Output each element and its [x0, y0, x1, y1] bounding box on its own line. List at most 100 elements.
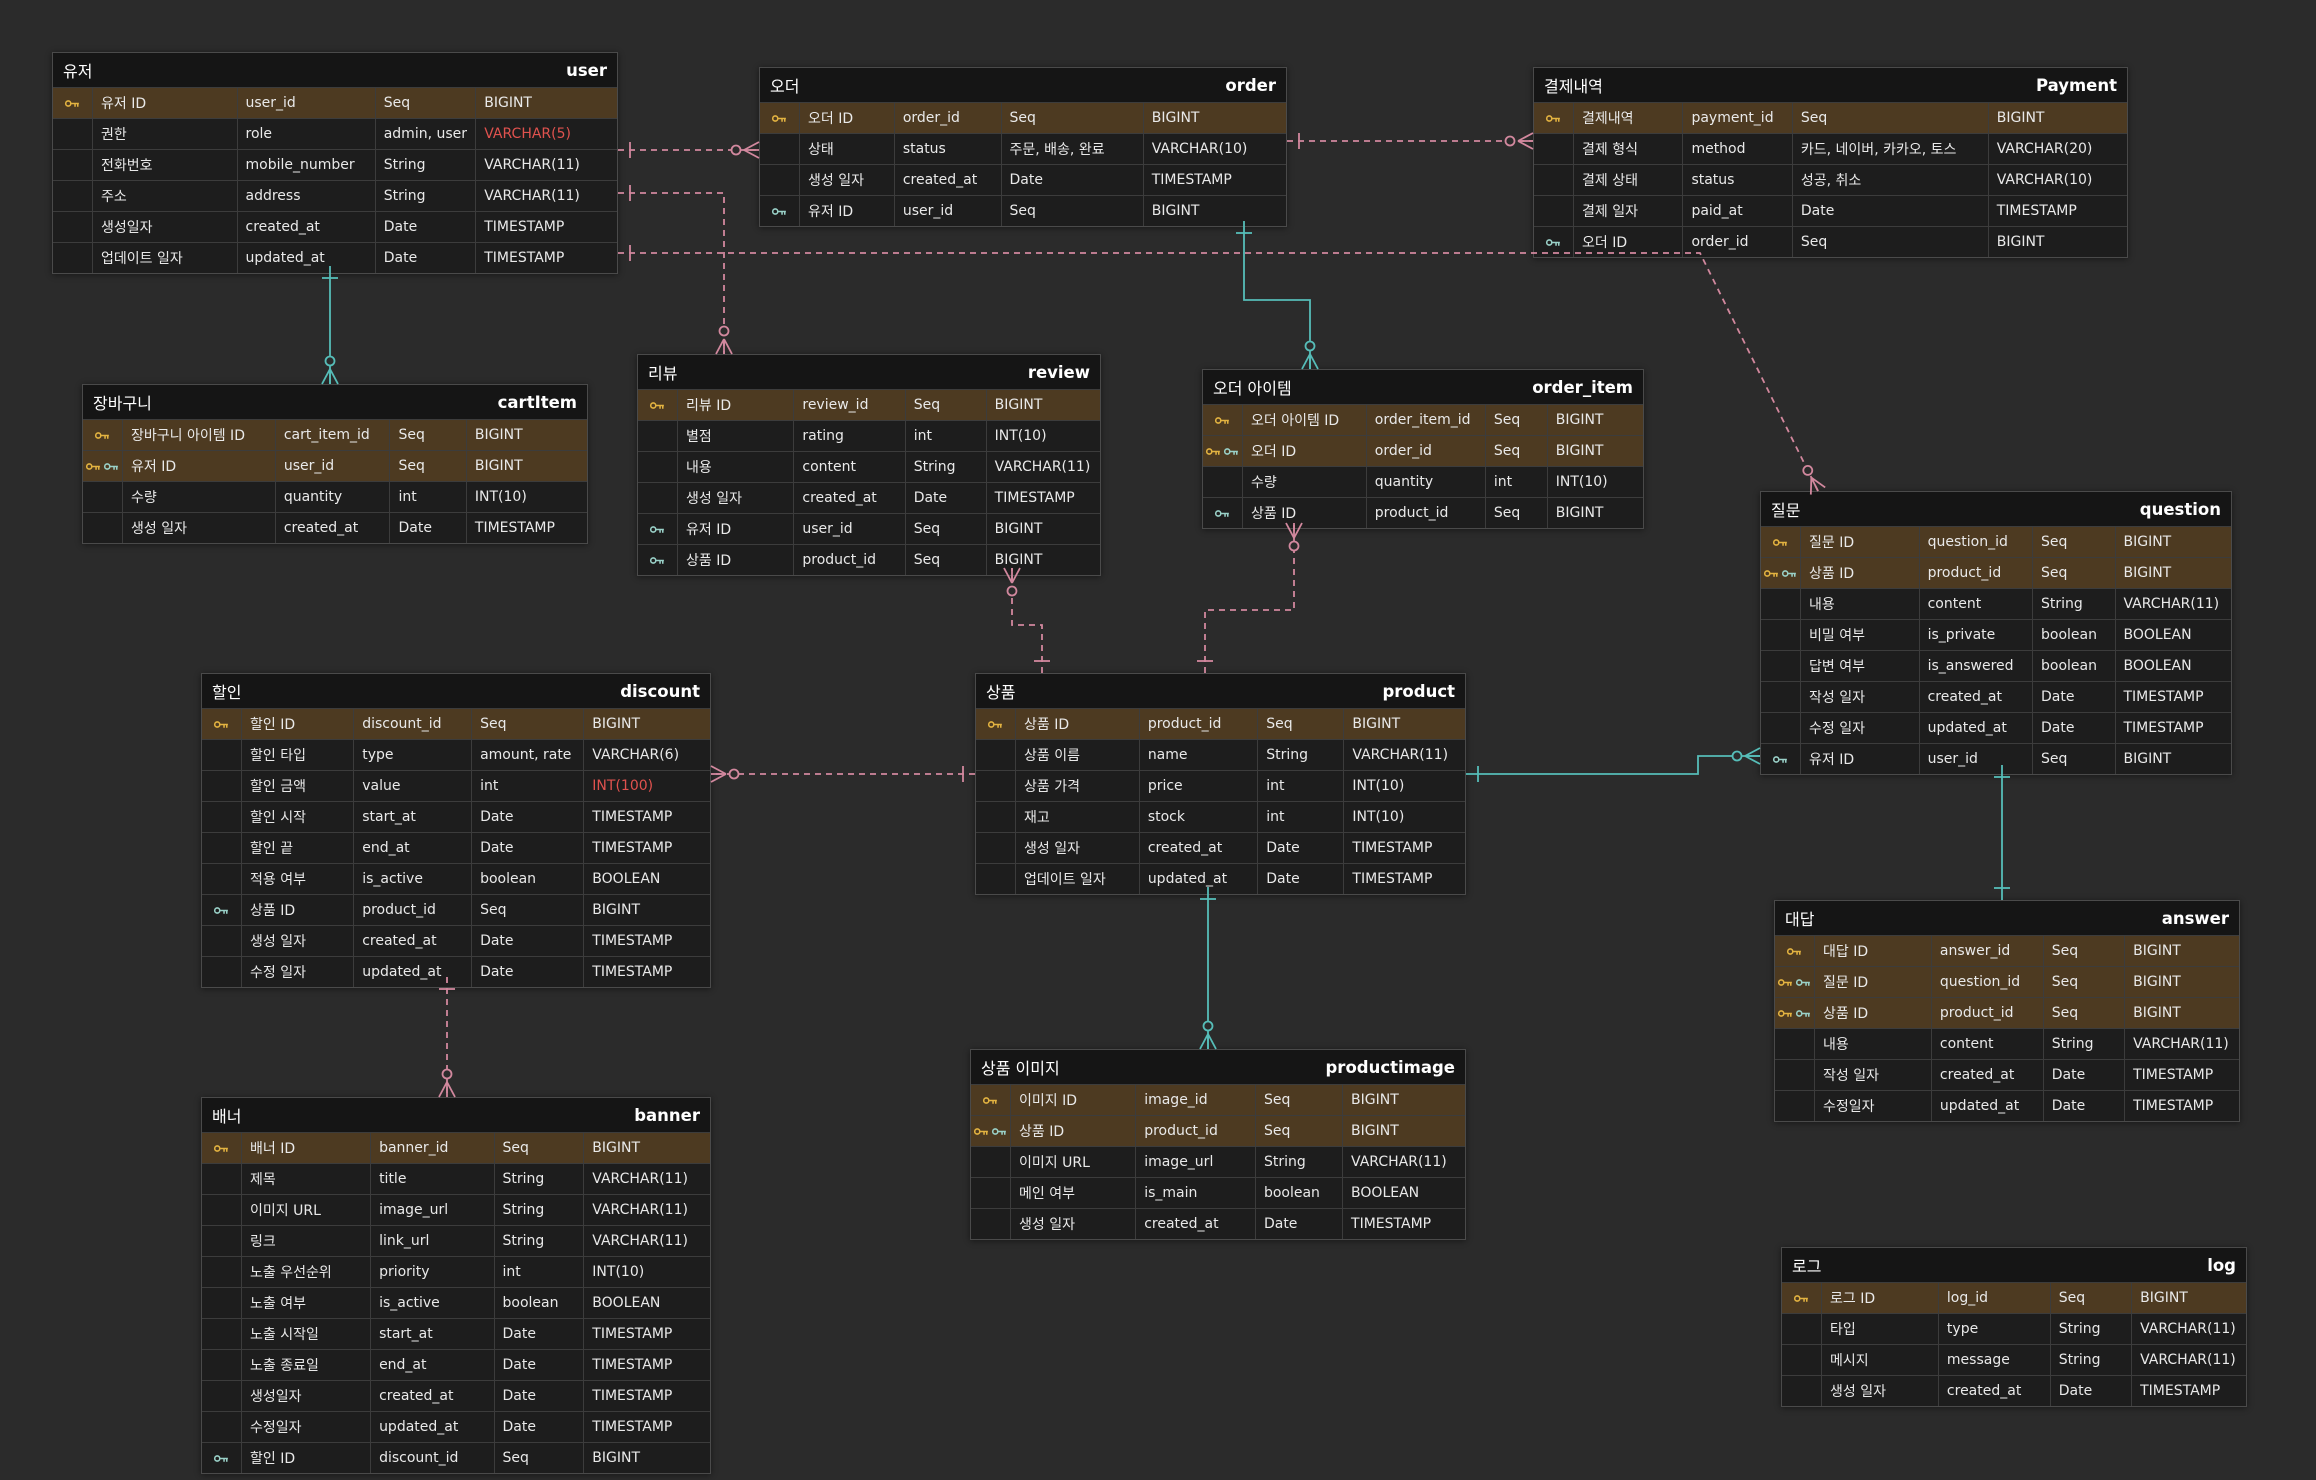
column-korean-name: 생성 일자: [1016, 833, 1140, 863]
column-type: VARCHAR(11): [2140, 1352, 2236, 1368]
table-header: 대답 answer: [1775, 901, 2239, 935]
column-domain: 카드, 네이버, 카카오, 토스: [1793, 134, 1989, 164]
table-row-created_at: 생성 일자 created_at Date TIMESTAMP: [202, 925, 710, 956]
column-type: BIGINT: [592, 1140, 641, 1156]
column-korean-name: 유저 ID: [93, 88, 238, 118]
table-header: 배너 banner: [202, 1098, 710, 1132]
key-cell: [971, 1209, 1011, 1239]
erd-table-log[interactable]: 로그 log 로그 ID log_id Seq BIGINT 타입 type String VAR…: [1781, 1247, 2247, 1407]
key-cell: [202, 1164, 242, 1194]
column-korean-name: 상태: [800, 134, 895, 164]
column-korean-name: 상품 ID: [242, 895, 355, 925]
key-cell: [1782, 1283, 1822, 1313]
pk-key-icon: [213, 720, 228, 728]
column-english-name: is_active: [354, 864, 473, 894]
column-domain: Seq: [495, 1443, 585, 1473]
table-row-value: 할인 금액 value int INT(100): [202, 770, 710, 801]
column-domain: Seq: [2033, 744, 2116, 774]
column-english-name: user_id: [895, 196, 1002, 226]
column-korean-name: 할인 타입: [242, 740, 355, 770]
column-korean-name: 유저 ID: [800, 196, 895, 226]
pk-key-icon: [1763, 569, 1778, 577]
column-domain: Date: [472, 957, 585, 987]
table-row-is_answered: 답변 여부 is_answered boolean BOOLEAN: [1761, 650, 2231, 681]
table-header: 리뷰 review: [638, 355, 1100, 389]
key-cell: [202, 926, 242, 956]
column-korean-name: 유저 ID: [123, 451, 276, 481]
table-row-product_id: 상품 ID product_id Seq BIGINT: [1203, 497, 1643, 528]
erd-table-question[interactable]: 질문 question 질문 ID question_id Seq BIGINT 상품 ID…: [1760, 491, 2232, 775]
erd-table-productimage[interactable]: 상품 이미지 productimage 이미지 ID image_id Seq BIGIN…: [970, 1049, 1466, 1240]
column-type: TIMESTAMP: [592, 1419, 673, 1435]
key-cell: [83, 451, 123, 481]
erd-table-cartItem[interactable]: 장바구니 cartItem 장바구니 아이템 ID cart_item_id Seq BI…: [82, 384, 588, 544]
column-korean-name: 오더 ID: [800, 103, 895, 133]
table-korean-name: 상품: [986, 683, 1016, 702]
column-domain: Date: [2044, 1091, 2126, 1121]
table-korean-name: 로그: [1792, 1257, 1822, 1276]
erd-table-answer[interactable]: 대답 answer 대답 ID answer_id Seq BIGINT 질문 ID ques…: [1774, 900, 2240, 1122]
table-row-question_id: 질문 ID question_id Seq BIGINT: [1775, 966, 2239, 997]
column-domain: String: [495, 1164, 585, 1194]
column-type: TIMESTAMP: [994, 490, 1075, 506]
key-cell: [1203, 405, 1243, 435]
column-english-name: payment_id: [1683, 103, 1793, 133]
erd-table-Payment[interactable]: 결제내역 Payment 결제내역 payment_id Seq BIGINT 결제 형식 m…: [1533, 67, 2128, 258]
column-korean-name: 재고: [1016, 802, 1140, 832]
column-type: TIMESTAMP: [592, 1357, 673, 1373]
pk-key-icon: [1777, 978, 1792, 986]
column-domain: Seq: [1486, 436, 1548, 466]
table-row-image_url: 이미지 URL image_url String VARCHAR(11): [202, 1194, 710, 1225]
column-korean-name: 상품 ID: [678, 545, 795, 575]
column-english-name: user_id: [238, 88, 376, 118]
table-row-payment_id: 결제내역 payment_id Seq BIGINT: [1534, 102, 2127, 133]
column-domain: int: [472, 771, 585, 801]
column-english-name: is_answered: [1920, 651, 2033, 681]
column-domain: amount, rate: [472, 740, 585, 770]
table-row-order_id: 오더 ID order_id Seq BIGINT: [1534, 226, 2127, 257]
erd-table-order[interactable]: 오더 order 오더 ID order_id Seq BIGINT 상태 status 주문,…: [759, 67, 1287, 227]
column-type: VARCHAR(11): [1352, 747, 1449, 763]
column-type: BIGINT: [592, 902, 641, 918]
column-english-name: quantity: [276, 482, 391, 512]
table-row-image_url: 이미지 URL image_url String VARCHAR(11): [971, 1146, 1465, 1177]
column-type: BIGINT: [1352, 716, 1401, 732]
key-cell: [976, 771, 1016, 801]
erd-table-order_item[interactable]: 오더 아이템 order_item 오더 아이템 ID order_item_id Se…: [1202, 369, 1644, 529]
erd-table-review[interactable]: 리뷰 review 리뷰 ID review_id Seq BIGINT 별점 rating i…: [637, 354, 1101, 576]
key-cell: [202, 895, 242, 925]
column-domain: Seq: [472, 895, 585, 925]
column-type: TIMESTAMP: [1352, 840, 1433, 856]
column-type: BOOLEAN: [1351, 1185, 1420, 1201]
key-cell: [1775, 967, 1815, 997]
erd-table-product[interactable]: 상품 product 상품 ID product_id Seq BIGINT 상품 이름 na…: [975, 673, 1466, 895]
table-row-is_main: 메인 여부 is_main boolean BOOLEAN: [971, 1177, 1465, 1208]
column-domain: String: [376, 181, 477, 211]
column-domain: Date: [1256, 1209, 1344, 1239]
fk-key-icon: [213, 906, 228, 914]
column-english-name: created_at: [238, 212, 376, 242]
pk-key-icon: [1545, 114, 1560, 122]
table-row-product_id: 상품 ID product_id Seq BIGINT: [202, 894, 710, 925]
column-english-name: order_id: [1683, 227, 1793, 257]
column-type: BOOLEAN: [592, 1295, 661, 1311]
column-type: BIGINT: [2133, 1005, 2181, 1021]
column-domain: Seq: [1486, 498, 1548, 528]
table-row-rating: 별점 rating int INT(10): [638, 420, 1100, 451]
key-cell: [976, 833, 1016, 863]
column-domain: Seq: [906, 390, 987, 420]
column-domain: boolean: [472, 864, 585, 894]
erd-table-banner[interactable]: 배너 banner 배너 ID banner_id Seq BIGINT 제목 title St…: [201, 1097, 711, 1474]
column-domain: Seq: [2044, 967, 2126, 997]
table-korean-name: 리뷰: [648, 364, 678, 383]
erd-table-discount[interactable]: 할인 discount 할인 ID discount_id Seq BIGINT 할인 타입…: [201, 673, 711, 988]
pk-key-icon: [1786, 947, 1801, 955]
column-type: BIGINT: [1351, 1123, 1399, 1139]
column-domain: Seq: [2044, 936, 2126, 966]
column-type: VARCHAR(11): [592, 1202, 688, 1218]
column-korean-name: 내용: [1815, 1029, 1932, 1059]
erd-table-user[interactable]: 유저 user 유저 ID user_id Seq BIGINT 권한 role admin, …: [52, 52, 618, 274]
column-type: VARCHAR(10): [1996, 172, 2093, 188]
column-type: INT(10): [592, 1264, 645, 1280]
